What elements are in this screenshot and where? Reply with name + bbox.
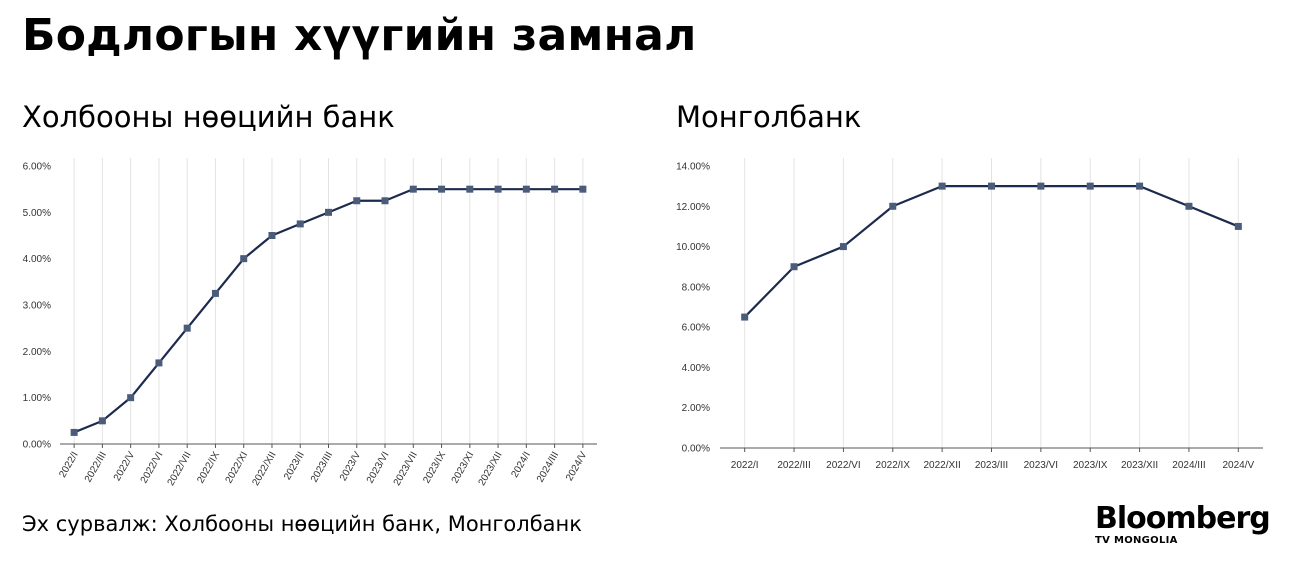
y-tick-label: 6.00%: [682, 323, 710, 334]
x-tick-label: 2023/VI: [1024, 460, 1058, 471]
data-point: [790, 263, 798, 271]
data-point: [1136, 182, 1144, 190]
x-tick-label: 2024/V: [1222, 460, 1254, 471]
chart-title-fed: Холбооны нөөцийн банк: [22, 100, 395, 134]
x-tick-label: 2022/III: [777, 460, 810, 471]
y-tick-label: 5.00%: [23, 208, 51, 219]
x-tick-label: 2022/IX: [876, 460, 911, 471]
source-note: Эх сурвалж: Холбооны нөөцийн банк, Монго…: [22, 512, 582, 536]
data-point: [268, 232, 276, 239]
data-point: [211, 289, 219, 297]
chart-mongolbank-rate: 0.00% 2.00% 4.00% 6.00% 8.00% 10.00% 12.00% 14.…: [676, 158, 1263, 471]
y-tick-label: 6.00%: [23, 162, 51, 173]
data-point: [155, 359, 163, 367]
y-tick-label: 10.00%: [676, 242, 710, 253]
y-tick-label: 0.00%: [23, 440, 51, 451]
x-tick-label: 2023/XII: [1121, 460, 1158, 471]
y-tick-label: 2.00%: [682, 403, 710, 414]
data-point: [296, 220, 304, 228]
data-point: [1037, 182, 1045, 190]
logo-main-text: Bloomberg: [1095, 501, 1271, 536]
data-point: [183, 324, 191, 332]
data-point: [988, 182, 995, 190]
x-tick-label: 2022/XII: [924, 460, 961, 471]
data-point: [70, 428, 78, 436]
data-point: [839, 243, 847, 251]
y-tick-label: 0.00%: [682, 444, 710, 455]
y-tick-label: 4.00%: [23, 254, 51, 265]
data-point: [381, 197, 389, 205]
data-point: [98, 417, 106, 425]
y-tick-label: 2.00%: [23, 347, 51, 358]
chart-fed-rate: 0.00%1.00%2.00%3.00%4.00%5.00%6.00%2022/…: [23, 158, 597, 488]
data-point: [551, 185, 559, 193]
y-tick-label: 1.00%: [23, 393, 51, 404]
x-tick-label: 2024/III: [1172, 460, 1205, 471]
x-tick-label: 2022/VI: [826, 460, 860, 471]
logo-sub-text: TV MONGOLIA: [1095, 535, 1178, 546]
y-tick-label: 3.00%: [23, 301, 51, 312]
y-tick-label: 12.00%: [676, 202, 710, 213]
data-point: [127, 394, 135, 402]
page-title: Бодлогын хүүгийн замнал: [22, 10, 697, 61]
chart-title-mongolbank: Монголбанк: [676, 100, 862, 134]
data-point: [1234, 222, 1242, 230]
data-point: [353, 197, 361, 205]
data-point: [1086, 182, 1094, 190]
y-tick-label: 14.00%: [676, 162, 710, 173]
data-point: [522, 185, 530, 193]
data-point: [325, 208, 332, 216]
data-point: [741, 313, 749, 321]
y-tick-label: 4.00%: [682, 363, 710, 374]
bloomberg-logo: Bloomberg TV MONGOLIA: [1095, 501, 1275, 547]
data-point: [466, 185, 474, 193]
data-point: [438, 185, 446, 193]
data-point: [494, 185, 502, 193]
data-point: [938, 182, 946, 190]
data-point: [579, 185, 587, 193]
x-tick-label: 2022/I: [731, 460, 759, 471]
data-point: [240, 255, 248, 263]
x-tick-label: 2023/III: [975, 460, 1008, 471]
data-point: [889, 202, 897, 210]
data-point: [409, 185, 417, 193]
y-tick-label: 8.00%: [682, 282, 710, 293]
data-point: [1185, 202, 1193, 210]
x-tick-label: 2023/IX: [1073, 460, 1108, 471]
